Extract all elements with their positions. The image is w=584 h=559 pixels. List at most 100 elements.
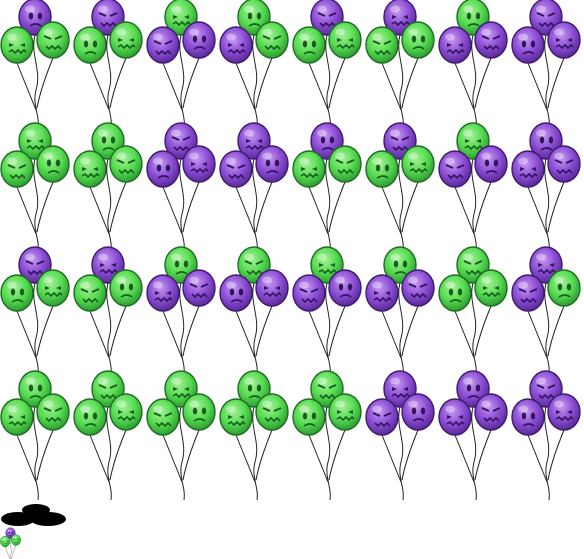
balloon-string: [4, 546, 11, 559]
balloon-face: [518, 288, 538, 304]
balloon-face: [537, 263, 556, 275]
balloon-bundle: [365, 370, 435, 501]
balloon-face: [481, 407, 501, 423]
balloon-string: [308, 310, 329, 359]
balloon-string: [255, 181, 273, 233]
balloon-string: [235, 62, 256, 111]
balloon-face: [466, 12, 481, 27]
balloon-bundle: [292, 246, 362, 377]
balloon-string: [547, 57, 565, 109]
sheet-extras: [0, 504, 66, 559]
green-balloon: [328, 393, 362, 431]
balloon-face: [317, 384, 337, 400]
balloon-face: [536, 384, 556, 400]
balloon-bundle: [438, 246, 508, 377]
balloon-face: [8, 531, 13, 537]
green-balloon: [0, 535, 11, 548]
balloon-string: [544, 282, 550, 377]
purple-balloon: [547, 145, 581, 183]
green-balloon: [328, 145, 362, 183]
balloon-bundle: [511, 370, 581, 501]
balloon-face: [482, 286, 501, 298]
green-balloon: [292, 150, 326, 188]
balloon-string: [179, 406, 185, 501]
balloon-string: [252, 158, 258, 253]
balloon-face: [229, 288, 244, 303]
balloon-string: [381, 310, 402, 359]
balloon-face: [98, 384, 118, 400]
balloon-bundle: [365, 0, 435, 129]
purple-balloon: [511, 26, 545, 64]
green-balloon: [0, 26, 34, 64]
balloon-face: [43, 407, 63, 423]
balloon-face: [2, 540, 8, 545]
balloon-bundle: [146, 246, 216, 377]
purple-balloon: [438, 398, 472, 436]
balloon-bundle: [219, 246, 289, 377]
balloon-face: [8, 415, 27, 427]
balloon-string: [544, 34, 550, 129]
balloon-face: [302, 412, 317, 427]
green-balloon: [73, 398, 107, 436]
balloon-string: [527, 186, 548, 235]
balloon-string: [33, 34, 39, 129]
balloon-string: [162, 186, 183, 235]
balloon-face: [302, 40, 317, 55]
balloon-string: [179, 282, 185, 377]
balloon-string: [547, 429, 565, 481]
green-balloon: [73, 26, 107, 64]
balloon-bundle: [438, 122, 508, 253]
balloon-string: [398, 406, 404, 501]
balloon-face: [336, 38, 355, 50]
balloon-string: [252, 406, 258, 501]
balloon-face: [227, 43, 246, 55]
balloon-face: [43, 35, 63, 51]
balloon-string: [36, 57, 54, 109]
balloon-face: [446, 415, 465, 427]
balloon-face: [153, 412, 173, 428]
balloon-face: [101, 136, 116, 151]
balloon-string: [106, 158, 112, 253]
balloon-face: [174, 260, 189, 275]
purple-balloon: [401, 393, 435, 431]
balloon-face: [46, 159, 61, 174]
balloon-face: [172, 387, 191, 399]
purple-balloon: [182, 269, 216, 307]
balloon-string: [471, 282, 477, 377]
green-balloon: [292, 398, 326, 436]
balloon-face: [300, 167, 319, 179]
balloon-face: [99, 263, 118, 275]
purple-balloon: [511, 398, 545, 436]
purple-balloon: [511, 150, 545, 188]
balloon-face: [227, 415, 246, 427]
balloon-face: [28, 12, 43, 27]
balloon-face: [81, 167, 100, 179]
balloon-string: [182, 57, 200, 109]
balloon-string: [162, 434, 183, 483]
purple-balloon: [146, 274, 180, 312]
balloon-bundle: [511, 246, 581, 377]
purple-balloon: [474, 393, 508, 431]
balloon-string: [308, 434, 329, 483]
balloon-string: [527, 62, 548, 111]
balloon-bundle: [365, 246, 435, 377]
balloon-face: [44, 286, 63, 298]
balloon-string: [474, 429, 492, 481]
balloon-face: [481, 35, 501, 51]
balloon-bundle: [219, 0, 289, 129]
balloon-face: [390, 136, 410, 152]
balloon-bundle: [73, 122, 143, 253]
balloon-string: [381, 434, 402, 483]
purple-balloon: [474, 21, 508, 59]
balloon-string: [454, 186, 475, 235]
balloon-face: [336, 410, 355, 422]
balloon-face: [156, 164, 171, 179]
balloon-face: [411, 407, 426, 422]
purple-balloon: [292, 274, 326, 312]
balloon-face: [98, 12, 118, 28]
green-balloon: [547, 269, 581, 307]
balloon-bundle: [365, 122, 435, 253]
balloon-face: [262, 35, 282, 51]
balloon-string: [454, 310, 475, 359]
balloon-face: [372, 412, 392, 428]
